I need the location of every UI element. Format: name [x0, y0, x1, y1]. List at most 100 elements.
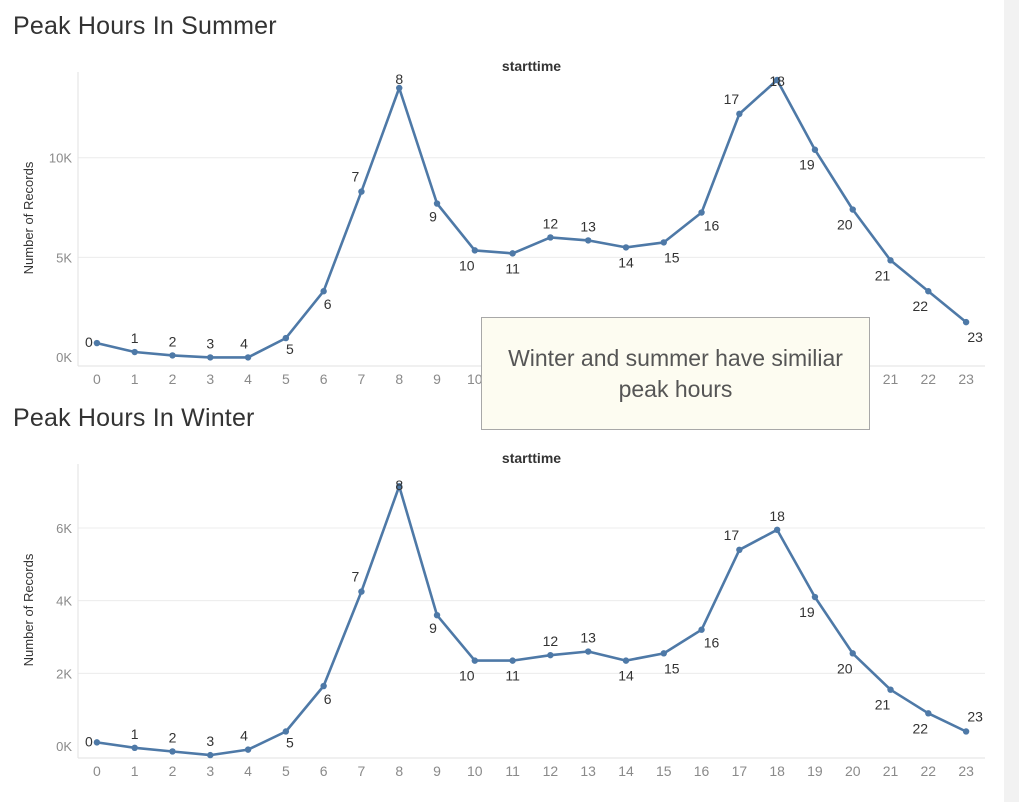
data-point-label: 11 [505, 668, 520, 684]
data-point[interactable] [244, 354, 252, 361]
x-tick-label: 18 [769, 763, 785, 779]
data-point[interactable] [320, 288, 327, 295]
data-point-label: 7 [352, 569, 360, 585]
data-point-label: 20 [837, 217, 853, 233]
data-point-label: 5 [286, 341, 294, 357]
data-point[interactable] [509, 657, 516, 664]
y-tick-label: 2K [56, 666, 72, 681]
data-point[interactable] [849, 650, 856, 657]
x-tick-label: 23 [958, 371, 974, 387]
data-point[interactable] [433, 612, 441, 619]
data-point[interactable] [207, 751, 214, 759]
x-tick-label: 7 [358, 763, 366, 779]
data-point[interactable] [169, 352, 176, 359]
data-point[interactable] [93, 739, 101, 746]
data-point[interactable] [93, 339, 101, 347]
x-tick-label: 1 [131, 371, 139, 387]
data-point-label: 6 [324, 296, 332, 312]
data-point[interactable] [207, 354, 214, 361]
data-point[interactable] [396, 84, 403, 92]
x-tick-label: 20 [845, 763, 861, 779]
data-point[interactable] [962, 318, 970, 326]
data-point[interactable] [698, 209, 705, 216]
data-point[interactable] [282, 728, 290, 735]
data-point[interactable] [396, 483, 403, 490]
data-point[interactable] [547, 234, 554, 241]
data-point-label: 1 [131, 330, 139, 346]
data-point-label: 21 [875, 697, 891, 713]
data-point-label: 23 [967, 329, 983, 345]
data-point[interactable] [811, 593, 819, 601]
x-tick-label: 3 [206, 371, 214, 387]
data-point-label: 20 [837, 660, 853, 676]
data-point[interactable] [244, 746, 252, 753]
x-tick-label: 8 [395, 763, 403, 779]
data-point[interactable] [736, 110, 743, 118]
x-tick-label: 10 [467, 371, 483, 387]
data-point[interactable] [887, 686, 894, 693]
annotation-box: Winter and summer have similiar peak hou… [481, 317, 870, 430]
data-point[interactable] [433, 200, 441, 207]
x-tick-label: 5 [282, 371, 290, 387]
data-point[interactable] [358, 588, 365, 595]
x-tick-label: 5 [282, 763, 290, 779]
annotation-text: Winter and summer have similiar peak hou… [508, 344, 843, 402]
data-point[interactable] [584, 237, 592, 244]
data-point[interactable] [887, 257, 894, 264]
data-point[interactable] [358, 188, 365, 195]
data-point-label: 15 [664, 660, 680, 676]
data-point[interactable] [547, 651, 554, 659]
data-point[interactable] [773, 526, 781, 534]
data-point[interactable] [925, 710, 932, 717]
data-point[interactable] [736, 546, 743, 553]
x-tick-label: 2 [169, 763, 177, 779]
data-point[interactable] [282, 334, 290, 342]
data-point-label: 5 [286, 734, 294, 750]
x-tick-label: 3 [206, 763, 214, 779]
data-point[interactable] [925, 288, 932, 295]
x-tick-label: 21 [883, 371, 899, 387]
data-point[interactable] [131, 348, 138, 356]
data-point-label: 19 [799, 604, 815, 620]
data-point[interactable] [849, 206, 856, 213]
data-point[interactable] [698, 626, 705, 633]
data-point[interactable] [509, 250, 516, 257]
data-point[interactable] [660, 650, 667, 657]
data-point[interactable] [811, 146, 819, 153]
x-tick-label: 17 [732, 763, 748, 779]
data-point[interactable] [471, 247, 479, 254]
data-point[interactable] [471, 657, 479, 664]
y-tick-label: 10K [49, 151, 72, 166]
data-point-label: 14 [618, 254, 634, 270]
column-header: starttime [502, 450, 561, 466]
x-tick-label: 22 [921, 371, 937, 387]
data-point-label: 14 [618, 668, 634, 684]
data-point-label: 4 [240, 728, 248, 744]
data-point-label: 12 [543, 215, 559, 231]
data-point[interactable] [622, 657, 630, 664]
x-tick-label: 7 [358, 371, 366, 387]
data-point[interactable] [584, 648, 592, 655]
x-tick-label: 14 [618, 763, 634, 779]
y-tick-label: 0K [56, 739, 72, 754]
data-point[interactable] [773, 76, 781, 84]
data-point[interactable] [131, 744, 138, 752]
summer-chart-title: Peak Hours In Summer [13, 12, 277, 40]
winter-chart-title: Peak Hours In Winter [13, 404, 255, 432]
y-tick-label: 4K [56, 594, 72, 609]
x-tick-label: 19 [807, 763, 823, 779]
data-point-label: 0 [85, 733, 93, 749]
data-point[interactable] [962, 728, 970, 735]
data-point-label: 13 [580, 630, 596, 646]
x-tick-label: 6 [320, 371, 328, 387]
data-point-label: 15 [664, 249, 680, 265]
data-point[interactable] [660, 239, 667, 246]
data-point-label: 18 [769, 73, 785, 89]
data-point-label: 3 [206, 733, 214, 749]
y-axis-label: Number of Records [21, 553, 36, 666]
data-point-label: 9 [429, 620, 437, 636]
data-point[interactable] [169, 748, 176, 755]
data-point[interactable] [320, 682, 327, 690]
data-point[interactable] [622, 244, 630, 251]
